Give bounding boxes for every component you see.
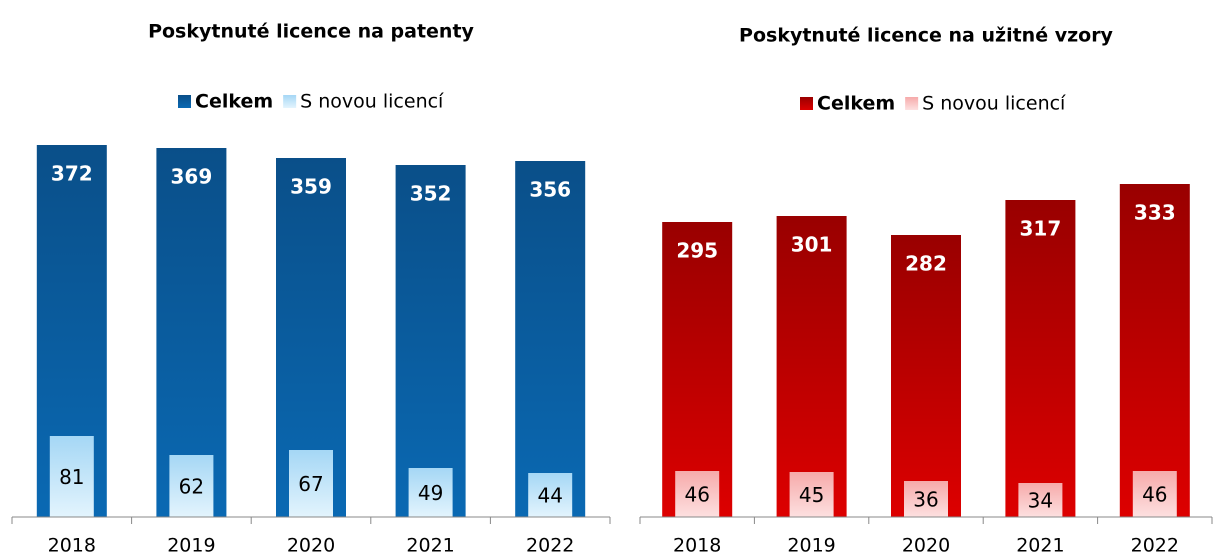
legend-label: Celkem [195,91,273,113]
legend-label: S novou licencí [922,93,1066,115]
bar-new [49,436,94,517]
value-label: 352 [410,182,452,206]
bar-total [1119,184,1190,517]
bar-new [528,473,573,517]
bar-total [515,161,586,517]
bar-new [904,481,948,517]
value-label: 36 [913,488,938,512]
bar-new [789,472,834,517]
bar-new [1018,483,1063,517]
value-label: 46 [684,483,709,507]
bar-new [675,471,720,517]
legend-swatch [905,97,919,110]
bar-total [395,165,466,517]
value-label: 62 [179,475,204,499]
value-label: 67 [298,472,323,496]
legend-label: S novou licencí [300,91,444,113]
legend-label: Celkem [817,93,895,115]
x-tick-label: 2022 [1131,535,1179,556]
value-label: 46 [1142,483,1167,507]
chart-title: Poskytnuté licence na užitné vzory [739,25,1114,47]
x-tick-label: 2018 [48,535,96,556]
value-label: 44 [537,484,562,508]
value-label: 372 [51,162,93,186]
x-tick-label: 2021 [1016,535,1064,556]
value-label: 317 [1020,217,1062,241]
bar-new [169,455,214,517]
value-label: 45 [799,483,824,507]
legend-swatch [800,97,813,110]
legend-swatch [178,95,191,108]
value-label: 282 [905,252,947,276]
value-label: 81 [59,465,84,489]
x-tick-label: 2020 [287,535,335,556]
bar-total [776,216,847,517]
value-label: 295 [676,239,718,263]
value-label: 34 [1028,489,1053,513]
value-label: 356 [529,178,571,202]
bar-new [289,450,333,517]
bar-new [1132,471,1177,517]
x-tick-label: 2020 [902,535,950,556]
value-label: 359 [290,175,332,199]
x-tick-label: 2021 [406,535,454,556]
x-tick-label: 2022 [526,535,574,556]
legend-swatch [283,95,297,108]
chart-title: Poskytnuté licence na patenty [148,21,474,43]
bar-new [408,468,453,517]
x-tick-label: 2019 [787,535,835,556]
x-tick-label: 2018 [673,535,721,556]
value-label: 333 [1134,201,1176,225]
value-label: 49 [418,481,443,505]
x-tick-label: 2019 [167,535,215,556]
bar-total [891,235,961,517]
value-label: 301 [791,233,833,257]
bar-total [662,222,733,517]
bar-total [1005,200,1076,517]
value-label: 369 [171,165,213,189]
